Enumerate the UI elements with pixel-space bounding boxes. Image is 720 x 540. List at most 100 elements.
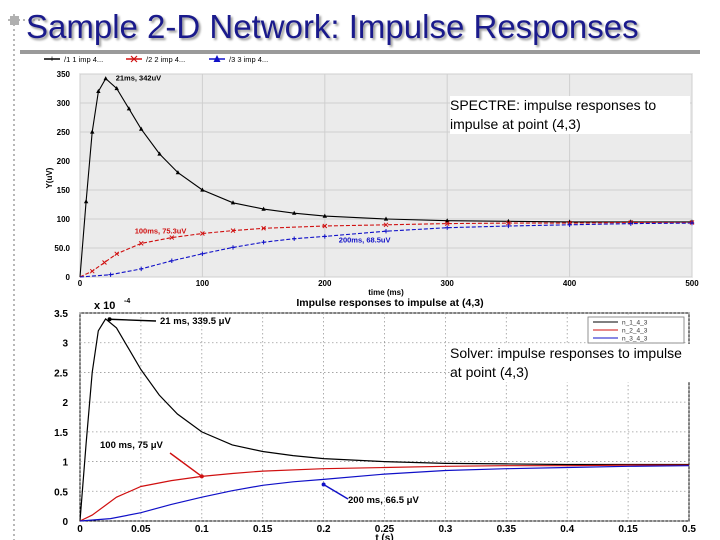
callout-arrow	[323, 483, 349, 500]
data-point	[230, 228, 236, 233]
data-point	[445, 225, 450, 230]
data-point	[200, 231, 205, 236]
x-tick-label: 0.35	[497, 524, 517, 535]
x-tick-label: 0.15	[253, 524, 273, 535]
legend-label: n_2_4_3	[622, 328, 648, 335]
data-point	[567, 222, 572, 227]
data-point	[114, 86, 119, 91]
data-point	[322, 223, 328, 229]
x-tick-label: 0.1	[195, 524, 209, 535]
data-point	[383, 222, 389, 228]
data-point	[200, 187, 205, 192]
legend-label: n_1_4_3	[622, 320, 648, 327]
x-tick-label: 300	[441, 279, 455, 288]
data-point	[138, 241, 144, 246]
data-point	[102, 260, 107, 265]
y-tick-label: 200	[57, 157, 71, 166]
callout-arrow	[109, 318, 157, 322]
x-tick-label: 0.3	[438, 524, 452, 535]
chart-title: Impulse responses to impulse at (4,3)	[296, 298, 483, 309]
solver-annotation: Solver: impulse responses to impulse at …	[450, 344, 690, 382]
y-tick-label: 0	[66, 273, 71, 282]
corner-square	[10, 16, 19, 25]
x-axis-label: t (s)	[375, 533, 393, 540]
data-point	[445, 218, 450, 223]
y-tick-label: 50.0	[54, 244, 70, 253]
series-line-3	[79, 465, 690, 522]
exponent-label: x 10	[94, 300, 115, 312]
data-point	[506, 223, 511, 229]
data-point	[175, 170, 181, 175]
y-tick-label: 350	[57, 70, 71, 79]
x-tick-label: 400	[563, 279, 577, 288]
x-tick-label: 0.2	[317, 524, 331, 535]
data-point	[114, 251, 120, 257]
point-label: 200 ms, 66.5 μV	[348, 495, 419, 506]
x-axis-label: time (ms)	[368, 288, 404, 297]
y-tick-label: 3.5	[54, 309, 68, 320]
y-tick-label: 250	[57, 128, 71, 137]
solver-chart: 0 0.05 0.1 0.15 0.2 0.25 0.3 0.35 0.4 0.15 0.5 0 0.5…	[54, 298, 696, 540]
data-point	[230, 200, 236, 205]
x-tick-label: 500	[685, 279, 699, 288]
y-tick-label: 0	[62, 517, 68, 528]
point-label: 21 ms, 339.5 μV	[160, 316, 231, 327]
data-point	[200, 251, 205, 256]
series-line-1	[79, 317, 689, 522]
x-tick-label: 0	[78, 279, 83, 288]
data-point	[157, 151, 162, 156]
data-point	[126, 106, 132, 111]
data-point	[230, 245, 236, 250]
point-label: 21ms, 342uV	[116, 74, 161, 83]
spectre-chart: 0 100 200 300 400 500 0 50.0 100 150 200 250 300 350 t…	[44, 54, 699, 297]
legend-label: /2 2 imp 4...	[146, 55, 185, 64]
y-tick-label: 150	[57, 186, 71, 195]
x-tick-label: 0.15	[618, 524, 638, 535]
data-point	[89, 268, 95, 274]
data-point	[444, 221, 450, 226]
x-tick-label: 200	[318, 279, 332, 288]
data-point	[90, 129, 95, 134]
x-tick-label: 0.25	[375, 524, 395, 535]
data-point	[139, 266, 144, 272]
legend-marker: +	[49, 54, 54, 64]
y-axis-label: Y(uV)	[45, 167, 54, 188]
y-tick-label: 300	[57, 99, 71, 108]
y-tick-label: 1	[62, 458, 68, 469]
y-tick-label: 3	[62, 339, 68, 350]
data-point	[261, 225, 266, 231]
page-title: Sample 2-D Network: Impulse Responses	[26, 8, 639, 45]
exponent-power: -4	[124, 298, 130, 305]
y-tick-label: 0.5	[54, 487, 68, 498]
data-point	[103, 76, 108, 81]
y-tick-label: 2.5	[54, 368, 68, 379]
legend-marker	[213, 55, 221, 62]
data-point	[292, 210, 297, 215]
data-point	[261, 240, 266, 245]
data-point	[383, 216, 389, 221]
legend-label: n_3_4_3	[622, 336, 648, 343]
data-point	[292, 236, 297, 241]
data-point	[628, 221, 633, 226]
legend-marker	[130, 55, 138, 63]
point-label: 100 ms, 75 μV	[100, 440, 164, 451]
x-tick-label: 0.05	[131, 524, 151, 535]
data-point	[322, 234, 327, 239]
y-tick-label: 2	[62, 398, 68, 409]
data-point	[383, 228, 389, 234]
data-point	[169, 258, 174, 263]
data-point	[689, 220, 695, 226]
legend-label: /3 3 imp 4...	[229, 55, 268, 64]
callout-arrowhead	[321, 482, 326, 487]
spectre-annotation: SPECTRE: impulse responses to impulse at…	[450, 96, 690, 134]
x-tick-label: 0.4	[560, 524, 574, 535]
y-tick-label: 1.5	[54, 428, 68, 439]
callout-arrowhead	[199, 474, 204, 479]
data-point	[96, 88, 101, 93]
data-point	[169, 235, 175, 240]
point-label: 100ms, 75.3uV	[135, 227, 187, 236]
data-point	[108, 272, 113, 277]
series-line-2	[79, 221, 692, 278]
series-line-2	[79, 464, 689, 522]
